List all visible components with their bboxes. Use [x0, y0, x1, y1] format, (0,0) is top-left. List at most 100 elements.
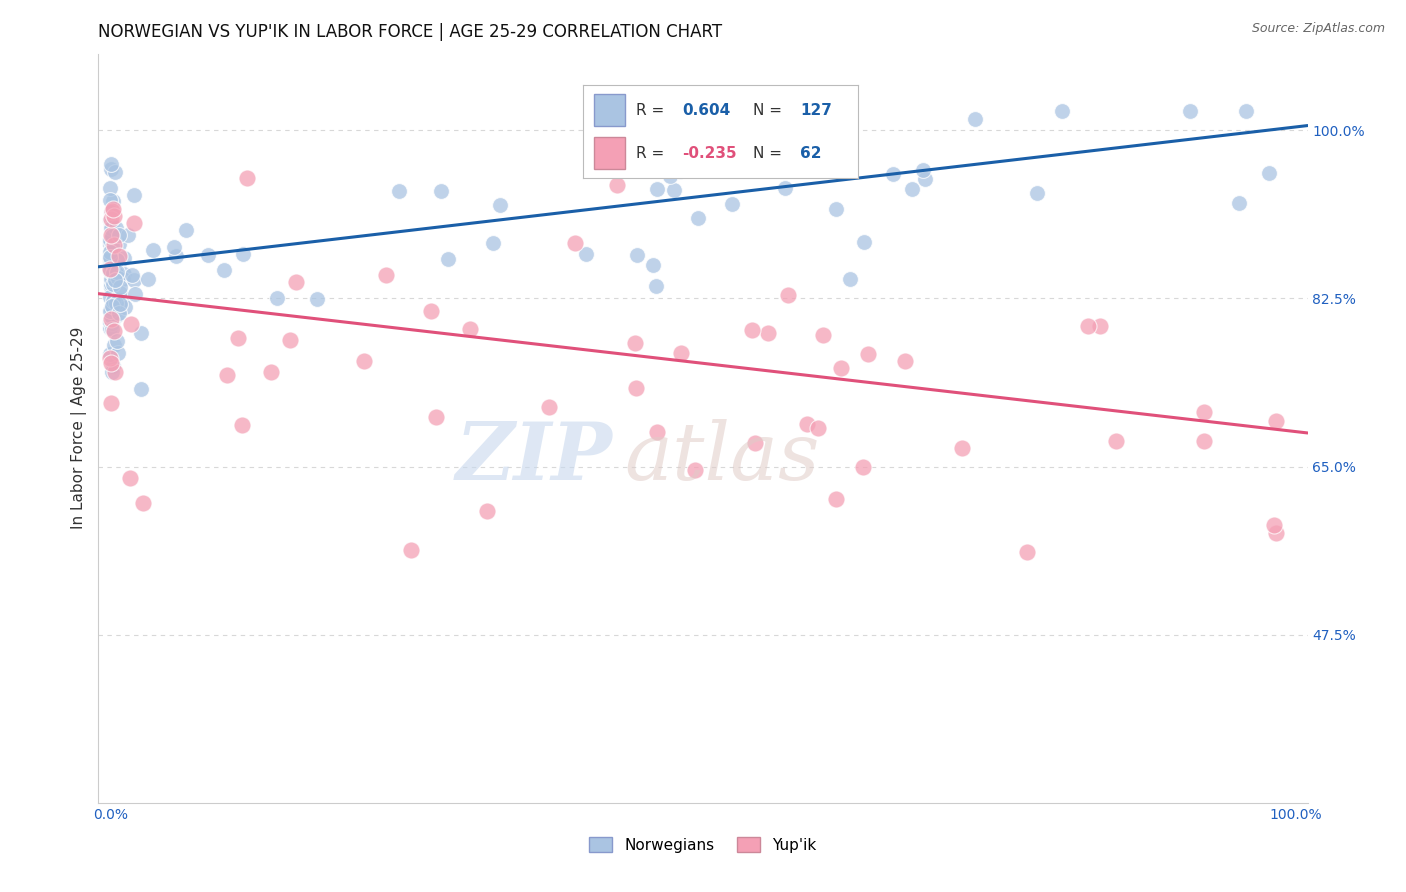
Point — [236, 171, 259, 186]
Point — [101, 272, 124, 286]
Point — [606, 178, 628, 192]
Point — [721, 196, 744, 211]
Point — [101, 256, 124, 270]
Point — [100, 244, 122, 258]
Point — [105, 252, 128, 267]
Point — [460, 322, 482, 336]
Bar — [595, 95, 624, 126]
Point — [120, 317, 142, 331]
Point — [107, 249, 129, 263]
Point — [165, 249, 187, 263]
Point — [100, 322, 122, 336]
Text: Source: ZipAtlas.com: Source: ZipAtlas.com — [1251, 22, 1385, 36]
Point — [101, 261, 124, 276]
Point — [776, 288, 799, 302]
Point — [437, 252, 460, 266]
Point — [100, 254, 122, 268]
Point — [98, 320, 121, 334]
Point — [100, 304, 122, 318]
Point — [100, 356, 122, 370]
Point — [103, 293, 125, 307]
Point — [1180, 104, 1202, 119]
Text: NORWEGIAN VS YUP'IK IN LABOR FORCE | AGE 25-29 CORRELATION CHART: NORWEGIAN VS YUP'IK IN LABOR FORCE | AGE… — [98, 23, 723, 41]
Text: ZIP: ZIP — [456, 419, 613, 497]
Point — [100, 252, 122, 266]
Point — [564, 235, 586, 250]
Point — [624, 381, 647, 395]
Point — [401, 542, 423, 557]
Text: -0.235: -0.235 — [682, 145, 737, 161]
Point — [100, 229, 122, 244]
Point — [98, 180, 121, 194]
Point — [100, 302, 122, 317]
Point — [131, 326, 153, 341]
Point — [773, 181, 796, 195]
Point — [420, 304, 443, 318]
Point — [645, 425, 668, 439]
Point — [110, 297, 132, 311]
Point — [101, 277, 124, 291]
Point — [98, 233, 121, 247]
Point — [98, 351, 121, 365]
Point — [839, 272, 862, 286]
Point — [1088, 319, 1111, 334]
Point — [103, 337, 125, 351]
Point — [1194, 434, 1216, 448]
Point — [100, 244, 122, 259]
Point — [825, 491, 848, 506]
Point — [103, 294, 125, 309]
Point — [100, 316, 122, 330]
Point — [1227, 196, 1250, 211]
Point — [103, 257, 125, 271]
Point — [111, 293, 134, 307]
Point — [104, 266, 127, 280]
Point — [103, 324, 125, 338]
Point — [215, 368, 238, 383]
Point — [658, 169, 681, 183]
Point — [101, 266, 124, 280]
Point — [105, 264, 128, 278]
Point — [482, 236, 505, 251]
Point — [98, 250, 121, 264]
Point — [914, 172, 936, 186]
Point — [98, 252, 121, 266]
Point — [122, 273, 145, 287]
Point — [104, 364, 127, 378]
Point — [114, 300, 136, 314]
Point — [307, 293, 329, 307]
Point — [98, 263, 121, 277]
Point — [98, 213, 121, 227]
Point — [120, 471, 142, 485]
Legend: Norwegians, Yup'ik: Norwegians, Yup'ik — [583, 830, 823, 859]
Y-axis label: In Labor Force | Age 25-29: In Labor Force | Age 25-29 — [72, 327, 87, 529]
Point — [163, 240, 186, 254]
Point — [100, 241, 122, 255]
Point — [1192, 405, 1215, 419]
Point — [98, 290, 121, 304]
Point — [100, 260, 122, 274]
Point — [103, 209, 125, 223]
Point — [100, 254, 122, 268]
Point — [101, 203, 124, 218]
Point — [101, 202, 124, 217]
Point — [1050, 104, 1073, 119]
Point — [101, 266, 124, 280]
Point — [688, 211, 710, 225]
Point — [107, 306, 129, 320]
Point — [124, 216, 146, 230]
Point — [121, 268, 143, 282]
Point — [1264, 525, 1286, 540]
Point — [122, 187, 145, 202]
Bar — [595, 137, 624, 169]
Point — [101, 294, 124, 309]
Point — [141, 243, 163, 257]
Point — [114, 268, 136, 282]
Point — [174, 223, 197, 237]
Point — [100, 211, 122, 226]
Point — [100, 270, 122, 285]
Point — [100, 245, 122, 260]
Point — [645, 181, 668, 195]
Point — [103, 295, 125, 310]
Point — [100, 239, 122, 253]
Point — [100, 157, 122, 171]
